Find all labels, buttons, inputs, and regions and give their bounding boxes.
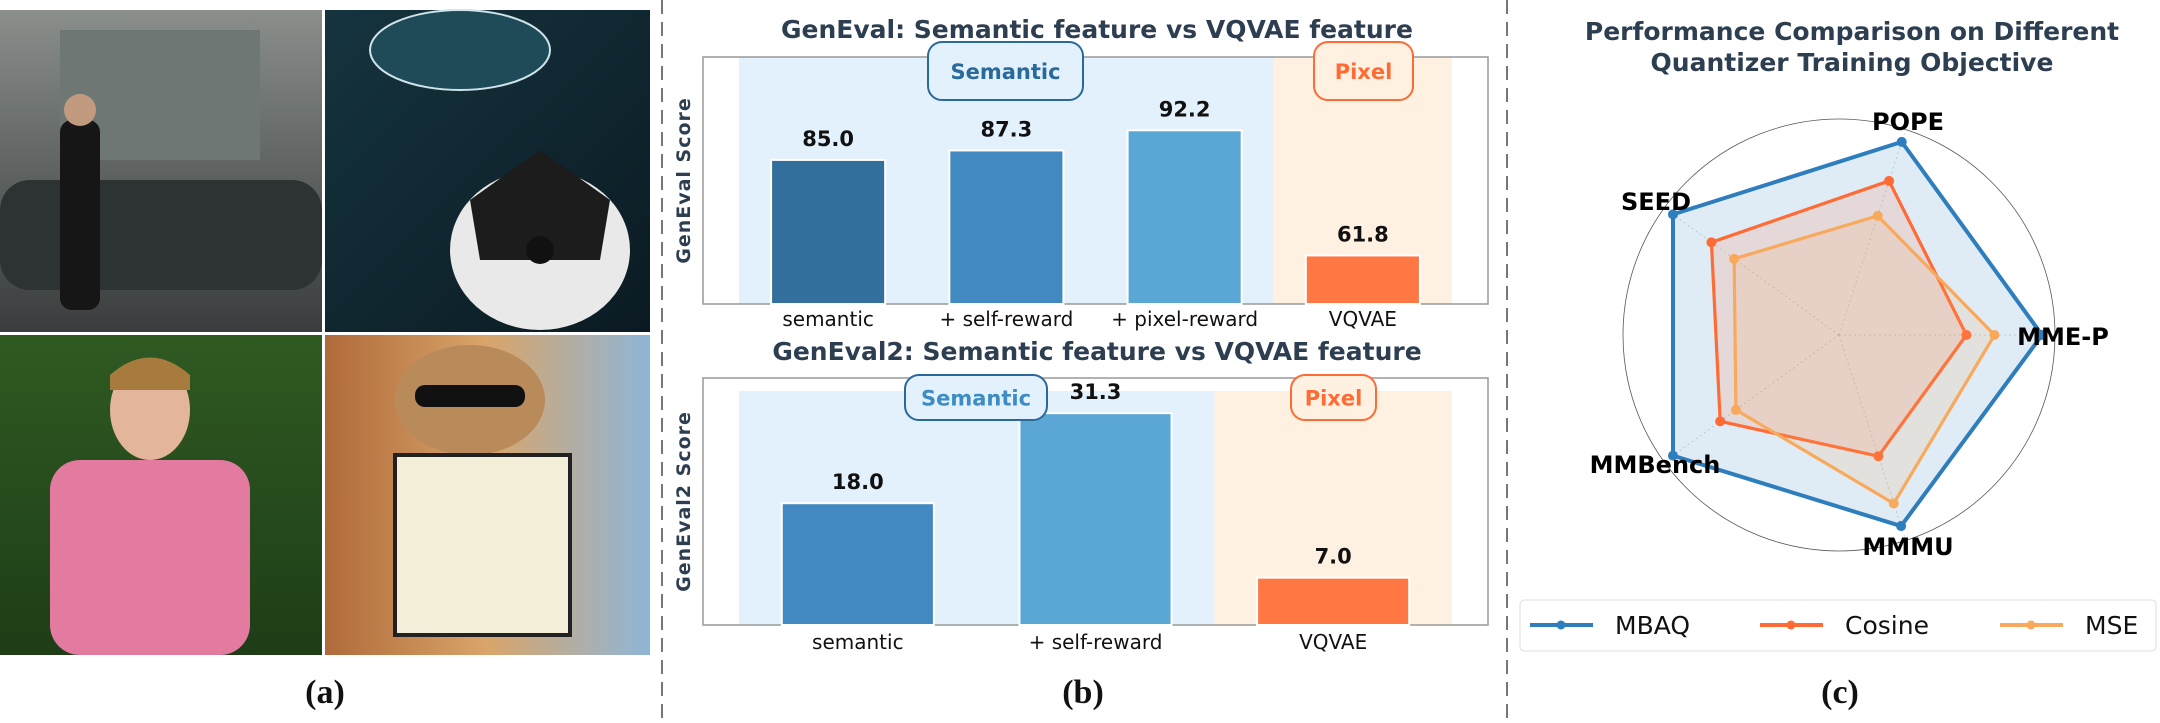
x-tick-label: semantic: [812, 630, 904, 654]
x-tick-label: + self-reward: [1029, 630, 1163, 654]
radar-axis-label-seed: SEED: [1621, 188, 1691, 216]
radar-point: [1896, 521, 1907, 532]
legend-label-cosine: Cosine: [1845, 611, 1929, 640]
bar-semantic: [780, 502, 935, 626]
legend-marker: [1786, 620, 1796, 630]
radar-point: [2037, 330, 2048, 340]
radar-title-line: Quantizer Training Objective: [1651, 48, 2054, 77]
legend-label-mbaq: MBAQ: [1615, 611, 1690, 640]
bar-selfreward: [948, 149, 1065, 305]
legend-marker: [1556, 620, 1566, 630]
radar-axis-label-pope: POPE: [1872, 108, 1944, 136]
radar-axis-label-mmmu: MMMU: [1862, 533, 1953, 561]
bar-vqvae: [1256, 576, 1411, 626]
geneval-bar-chart: GenEval: Semantic feature vs VQVAE featu…: [673, 15, 1489, 331]
value-label: 87.3: [980, 117, 1032, 141]
pixel-group-box: [1313, 41, 1414, 101]
radar-point: [1896, 136, 1907, 147]
pixel-group-box: [1290, 374, 1377, 421]
semantic-group-label: Semantic: [950, 60, 1060, 84]
x-tick-label: + self-reward: [939, 307, 1073, 331]
value-label: 18.0: [832, 470, 884, 494]
y-axis-label: GenEval Score: [673, 97, 695, 264]
bar-selfreward: [1018, 412, 1173, 626]
chart-title: GenEval: Semantic feature vs VQVAE featu…: [781, 15, 1413, 44]
radar-point: [1872, 210, 1883, 221]
caption-a: (a): [305, 674, 345, 711]
radar-point: [1667, 209, 1678, 220]
bar-vqvae: [1304, 254, 1421, 306]
radar-point: [1730, 404, 1741, 415]
bar-semantic: [770, 158, 887, 305]
radar-spoke: [1664, 334, 1840, 463]
radar-chart: Performance Comparison on DifferentQuant…: [1519, 17, 2157, 652]
chart-title: GenEval2: Semantic feature vs VQVAE feat…: [772, 337, 1421, 366]
radar-point: [1729, 253, 1740, 264]
image-man-pink-suit: [0, 335, 322, 655]
value-label: 7.0: [1315, 545, 1352, 569]
semantic-group-box: [927, 41, 1084, 101]
radar-title-line: Performance Comparison on Different: [1585, 17, 2119, 46]
semantic-group-box: [904, 374, 1048, 421]
value-label: 31.3: [1070, 380, 1122, 404]
y-axis-label: GenEval2 Score: [673, 411, 695, 592]
image-man-with-car: [0, 10, 322, 332]
value-label: 92.2: [1159, 97, 1211, 121]
radar-legend: MBAQ Cosine MSE: [1519, 599, 2157, 652]
radar-point: [1884, 175, 1895, 186]
bar-pixelreward: [1126, 129, 1243, 305]
legend-label-mse: MSE: [2085, 611, 2138, 640]
value-label: 85.0: [802, 127, 854, 151]
pixel-group-label: Pixel: [1305, 387, 1363, 411]
radar-point: [1961, 330, 1972, 340]
legend-marker: [2026, 620, 2036, 630]
radar-point: [1715, 416, 1726, 427]
caption-b: (b): [1062, 674, 1104, 711]
radar-axis-label-mme-p: MME-P: [2017, 323, 2109, 351]
radar-point: [1667, 450, 1678, 461]
x-tick-label: VQVAE: [1299, 630, 1367, 654]
radar-point: [1888, 498, 1899, 509]
x-tick-label: + pixel-reward: [1111, 307, 1258, 331]
radar-axis-label-mmbench: MMBench: [1590, 451, 1721, 479]
radar-series-mse: [1732, 214, 1997, 506]
image-cat-with-sign: [325, 335, 650, 655]
radar-point: [1706, 237, 1717, 248]
value-label: 61.8: [1337, 222, 1389, 246]
caption-c: (c): [1821, 674, 1859, 711]
image-husky-speech-bubble: [325, 9, 650, 332]
radar-point: [1873, 451, 1884, 462]
radar-point: [1989, 330, 2000, 340]
radar-series-cosine: [1709, 179, 1969, 458]
radar-spoke: [1838, 129, 1907, 336]
panel-a-images: (a): [0, 9, 650, 711]
legend-box: [1519, 599, 2157, 652]
radar-spoke: [1664, 207, 1840, 336]
geneval2-bar-chart: GenEval2: Semantic feature vs VQVAE feat…: [673, 337, 1489, 654]
x-tick-label: VQVAE: [1329, 307, 1397, 331]
x-tick-label: semantic: [782, 307, 874, 331]
plot-frame: [702, 56, 1489, 305]
semantic-group-label: Semantic: [921, 387, 1031, 411]
pixel-group-label: Pixel: [1335, 60, 1393, 84]
